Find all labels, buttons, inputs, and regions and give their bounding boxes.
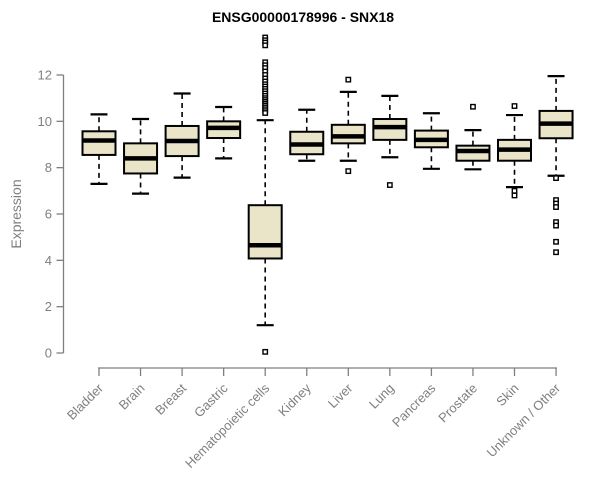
chart-title: ENSG00000178996 - SNX18 [211,9,395,25]
outlier-point-hematopoietic-cells [262,348,269,355]
y-tick-label: 6 [45,207,52,222]
box-bladder [81,130,117,156]
x-axis-label-skin: Skin [493,381,521,409]
x-axis-label-kidney: Kidney [275,380,314,419]
x-axis-label-breast: Breast [152,380,189,417]
y-tick-label: 12 [38,68,52,83]
x-axis-label-pancreas: Pancreas [389,380,439,430]
box-lung [372,118,408,141]
outlier-point-unknown-other [553,204,559,210]
x-axis-label-brain: Brain [116,381,148,413]
y-tick-label: 2 [45,299,52,314]
x-axis-label-unknown-other: Unknown / Other [484,380,564,460]
outlier-point-unknown-other [553,249,559,256]
outlier-point-unknown-other [553,238,559,245]
outlier-point-liver [345,168,352,175]
outlier-point-hematopoietic-cells [262,42,269,49]
x-axis-label-gastric: Gastric [191,380,231,420]
outlier-point-skin [511,103,518,109]
outlier-point-liver [345,76,352,83]
y-tick-label: 8 [45,160,52,175]
x-axis-label-bladder: Bladder [64,380,107,423]
outlier-point-unknown-other [553,222,559,229]
outlier-point-skin [511,192,518,199]
y-tick-label: 4 [45,253,52,268]
outlier-point-hematopoietic-cells [262,110,269,116]
outlier-point-unknown-other [553,175,559,181]
y-tick-label: 10 [38,114,52,129]
outlier-point-prostate [470,103,476,110]
x-axis-label-prostate: Prostate [435,381,480,426]
x-axis-label-lung: Lung [366,381,397,412]
outlier-point-skin [511,187,518,194]
y-tick-label: 0 [45,346,52,361]
box-liver [330,123,366,145]
box-hematopoietic-cells [247,204,283,260]
outlier-point-lung [386,182,393,188]
x-axis-label-liver: Liver [325,380,356,411]
